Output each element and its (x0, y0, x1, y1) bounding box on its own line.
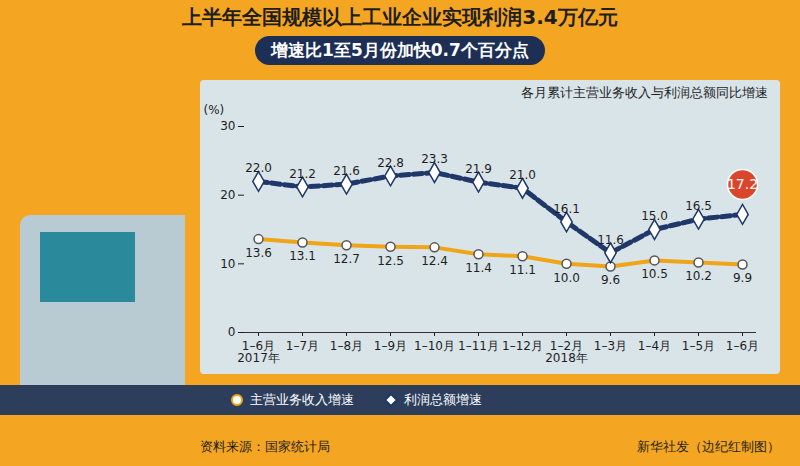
svg-text:22.0: 22.0 (245, 161, 272, 175)
svg-text:17.2: 17.2 (727, 176, 758, 192)
svg-text:1–10月: 1–10月 (414, 339, 455, 353)
html-text:上半年全国规模以上工业企业实现利润3.4万亿元: 上半年全国规模以上工业企业实现利润3.4万亿元 (182, 5, 618, 29)
svg-text:0: 0 (228, 325, 236, 339)
svg-text:9.6: 9.6 (601, 273, 620, 287)
html-text:资料来源：国家统计局: 资料来源：国家统计局 (200, 439, 330, 454)
svg-text:11.1: 11.1 (509, 263, 536, 277)
svg-text:22.8: 22.8 (377, 156, 404, 170)
svg-text:1–3月: 1–3月 (594, 339, 627, 353)
html-text:增速比1至5月份加快0.7个百分点: 增速比1至5月份加快0.7个百分点 (271, 40, 529, 60)
svg-text:1–7月: 1–7月 (286, 339, 319, 353)
svg-text:1–12月: 1–12月 (502, 339, 543, 353)
svg-text:1–11月: 1–11月 (458, 339, 499, 353)
svg-text:16.1: 16.1 (553, 202, 580, 216)
svg-text:1–8月: 1–8月 (330, 339, 363, 353)
svg-text:12.5: 12.5 (377, 254, 404, 268)
svg-text:21.6: 21.6 (333, 164, 360, 178)
svg-text:1–9月: 1–9月 (374, 339, 407, 353)
svg-text:1–2月2018年: 1–2月2018年 (545, 339, 588, 365)
html-text:各月累计主营业务收入与利润总额同比增速: 各月累计主营业务收入与利润总额同比增速 (521, 85, 768, 100)
html-text:新华社发（边纪红制图）: 新华社发（边纪红制图） (637, 439, 780, 454)
svg-text:11.4: 11.4 (465, 261, 492, 275)
svg-text:16.5: 16.5 (685, 199, 712, 213)
svg-text:15.0: 15.0 (641, 209, 668, 223)
html-text:利润总额增速: 利润总额增速 (404, 392, 482, 407)
svg-text:21.2: 21.2 (289, 167, 316, 181)
html-text:主营业务收入增速: 主营业务收入增速 (250, 392, 354, 407)
svg-text:1–6月: 1–6月 (726, 339, 759, 353)
svg-text:21.9: 21.9 (465, 162, 492, 176)
svg-text:9.9: 9.9 (733, 271, 752, 285)
svg-text:1–5月: 1–5月 (682, 339, 715, 353)
svg-text:12.7: 12.7 (333, 252, 360, 266)
svg-text:1–6月2017年: 1–6月2017年 (237, 339, 280, 365)
svg-text:10: 10 (220, 257, 235, 271)
svg-text:21.0: 21.0 (509, 168, 536, 182)
svg-text:11.6: 11.6 (597, 233, 624, 247)
svg-text:10.5: 10.5 (641, 267, 668, 281)
svg-text:1–4月: 1–4月 (638, 339, 671, 353)
svg-text:(%): (%) (204, 103, 225, 117)
svg-text:12.4: 12.4 (421, 254, 448, 268)
svg-text:13.1: 13.1 (289, 249, 316, 263)
svg-text:10.2: 10.2 (685, 269, 712, 283)
svg-text:20: 20 (220, 188, 235, 202)
svg-text:23.3: 23.3 (421, 152, 448, 166)
svg-text:13.6: 13.6 (245, 246, 272, 260)
svg-text:30: 30 (220, 119, 235, 133)
svg-text:10.0: 10.0 (553, 271, 580, 285)
